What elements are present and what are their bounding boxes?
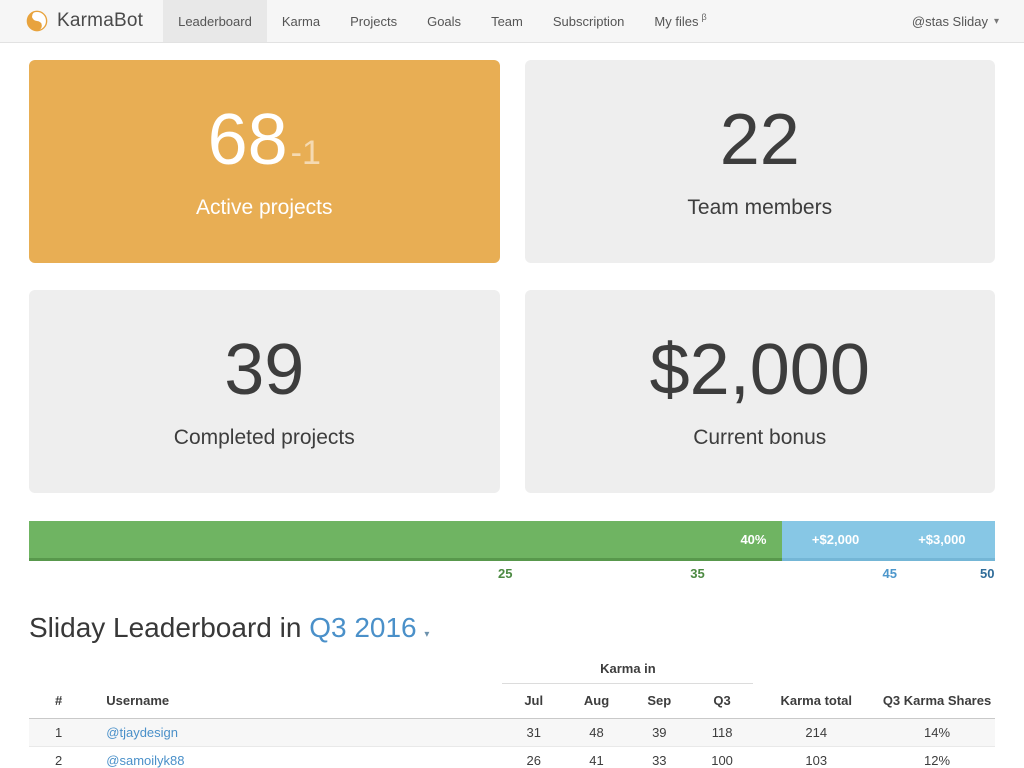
- nav-tab-my-files[interactable]: My files β: [639, 0, 721, 42]
- stat-label: Team members: [687, 195, 833, 219]
- karma-in-group-header: Karma in: [502, 657, 754, 684]
- stat-number: 39: [224, 334, 304, 406]
- leaderboard-title-text: Sliday Leaderboard in: [29, 612, 302, 643]
- stat-label: Completed projects: [173, 425, 355, 449]
- stat-label: Current bonus: [693, 425, 827, 449]
- stat-value: 68: [207, 99, 288, 180]
- nav-tab-team[interactable]: Team: [491, 13, 523, 29]
- progress-percent-label: 40%: [740, 532, 767, 547]
- stat-value: $2,000: [649, 329, 870, 410]
- col-header-jul: Jul: [502, 683, 566, 719]
- col-header-username: Username: [106, 683, 503, 719]
- bonus-tier-label: +$2,000: [811, 532, 860, 547]
- stat-card-current-bonus[interactable]: $2,000 Current bonus: [524, 290, 995, 493]
- period-label: Q3 2016: [309, 612, 417, 643]
- karma-aug-cell: 41: [565, 746, 628, 768]
- chevron-down-icon: ▾: [424, 629, 430, 640]
- username-link[interactable]: @samoilyk88: [106, 753, 185, 768]
- karma-jul-cell: 31: [502, 718, 566, 747]
- progress-segment-blue: +$2,000 +$3,000: [782, 521, 995, 561]
- col-header-aug: Aug: [565, 683, 628, 719]
- nav-tabs: Leaderboard Karma Projects Goals Team Su…: [163, 0, 722, 42]
- user-menu[interactable]: @stas Sliday ▾: [912, 0, 1024, 42]
- period-selector[interactable]: Q3 2016 ▾: [309, 612, 429, 643]
- stat-number: $2,000: [650, 334, 870, 406]
- stat-card-active-projects[interactable]: 68 -1 Active projects: [29, 60, 500, 263]
- axis-tick: 50: [980, 566, 995, 581]
- karma-sep-cell: 33: [627, 746, 691, 768]
- bonus-progress: 40% +$2,000 +$3,000 25 35 45 50: [29, 521, 995, 586]
- progress-segment-green: 40%: [29, 521, 783, 561]
- col-header-q3: Q3: [690, 683, 754, 719]
- chevron-down-icon: ▾: [993, 15, 999, 27]
- karma-shares-cell: 12%: [879, 746, 995, 768]
- nav-tab-subscription[interactable]: Subscription: [552, 13, 625, 29]
- brand-name: KarmaBot: [57, 10, 144, 31]
- bonus-tier-label: +$3,000: [918, 532, 966, 547]
- col-header-rank: #: [29, 683, 107, 719]
- beta-badge: β: [701, 12, 707, 22]
- stat-cards: 68 -1 Active projects 22 Team members 39…: [29, 60, 995, 493]
- axis-tick: 25: [498, 566, 513, 581]
- nav-tab-projects[interactable]: Projects: [350, 13, 398, 29]
- table-group-header-row: Karma in: [29, 657, 995, 684]
- stat-delta: -1: [290, 133, 321, 172]
- stat-card-team-members[interactable]: 22 Team members: [524, 60, 995, 263]
- karma-sep-cell: 39: [627, 718, 691, 747]
- karmabot-logo-icon: [26, 10, 48, 32]
- karma-total-cell: 103: [753, 746, 880, 768]
- nav-tab-leaderboard[interactable]: Leaderboard: [163, 0, 267, 42]
- rank-cell: 2: [29, 746, 107, 768]
- leaderboard-table: Karma in # Username Jul Aug Sep Q3 Karma…: [29, 657, 995, 768]
- progress-axis: 25 35 45 50: [29, 566, 995, 586]
- stat-value: 22: [719, 99, 800, 180]
- col-header-q3-karma-shares: Q3 Karma Shares: [879, 683, 995, 719]
- top-nav: KarmaBot Leaderboard Karma Projects Goal…: [0, 0, 1024, 43]
- stat-number: 22: [720, 104, 800, 176]
- karma-jul-cell: 26: [502, 746, 566, 768]
- user-name: @stas Sliday: [911, 13, 988, 29]
- brand[interactable]: KarmaBot: [0, 0, 163, 42]
- karma-shares-cell: 14%: [879, 718, 995, 747]
- karma-aug-cell: 48: [565, 718, 628, 747]
- col-header-sep: Sep: [627, 683, 691, 719]
- leaderboard-title: Sliday Leaderboard in Q3 2016 ▾: [29, 612, 995, 644]
- nav-tab-goals[interactable]: Goals: [427, 13, 462, 29]
- dashboard-main: 68 -1 Active projects 22 Team members 39…: [0, 60, 1024, 768]
- stat-value: 39: [224, 329, 305, 410]
- karma-q3-cell: 100: [690, 746, 754, 768]
- table-row: 2 @samoilyk88 26 41 33 100 103 12%: [29, 746, 995, 768]
- table-row: 1 @tjaydesign 31 48 39 118 214 14%: [29, 718, 995, 747]
- axis-tick: 35: [690, 566, 705, 581]
- stat-number: 68 -1: [208, 104, 321, 176]
- username-link[interactable]: @tjaydesign: [106, 725, 179, 740]
- bonus-progress-bar: 40% +$2,000 +$3,000: [29, 521, 995, 561]
- rank-cell: 1: [29, 718, 107, 747]
- nav-tab-karma[interactable]: Karma: [281, 13, 321, 29]
- karma-q3-cell: 118: [690, 718, 754, 747]
- axis-tick: 45: [882, 566, 897, 581]
- nav-tab-my-files-label: My files: [654, 13, 699, 29]
- stat-label: Active projects: [195, 195, 333, 219]
- stat-card-completed-projects[interactable]: 39 Completed projects: [29, 290, 500, 493]
- karma-total-cell: 214: [753, 718, 880, 747]
- table-header-row: # Username Jul Aug Sep Q3 Karma total Q3…: [29, 683, 995, 719]
- col-header-karma-total: Karma total: [753, 683, 880, 719]
